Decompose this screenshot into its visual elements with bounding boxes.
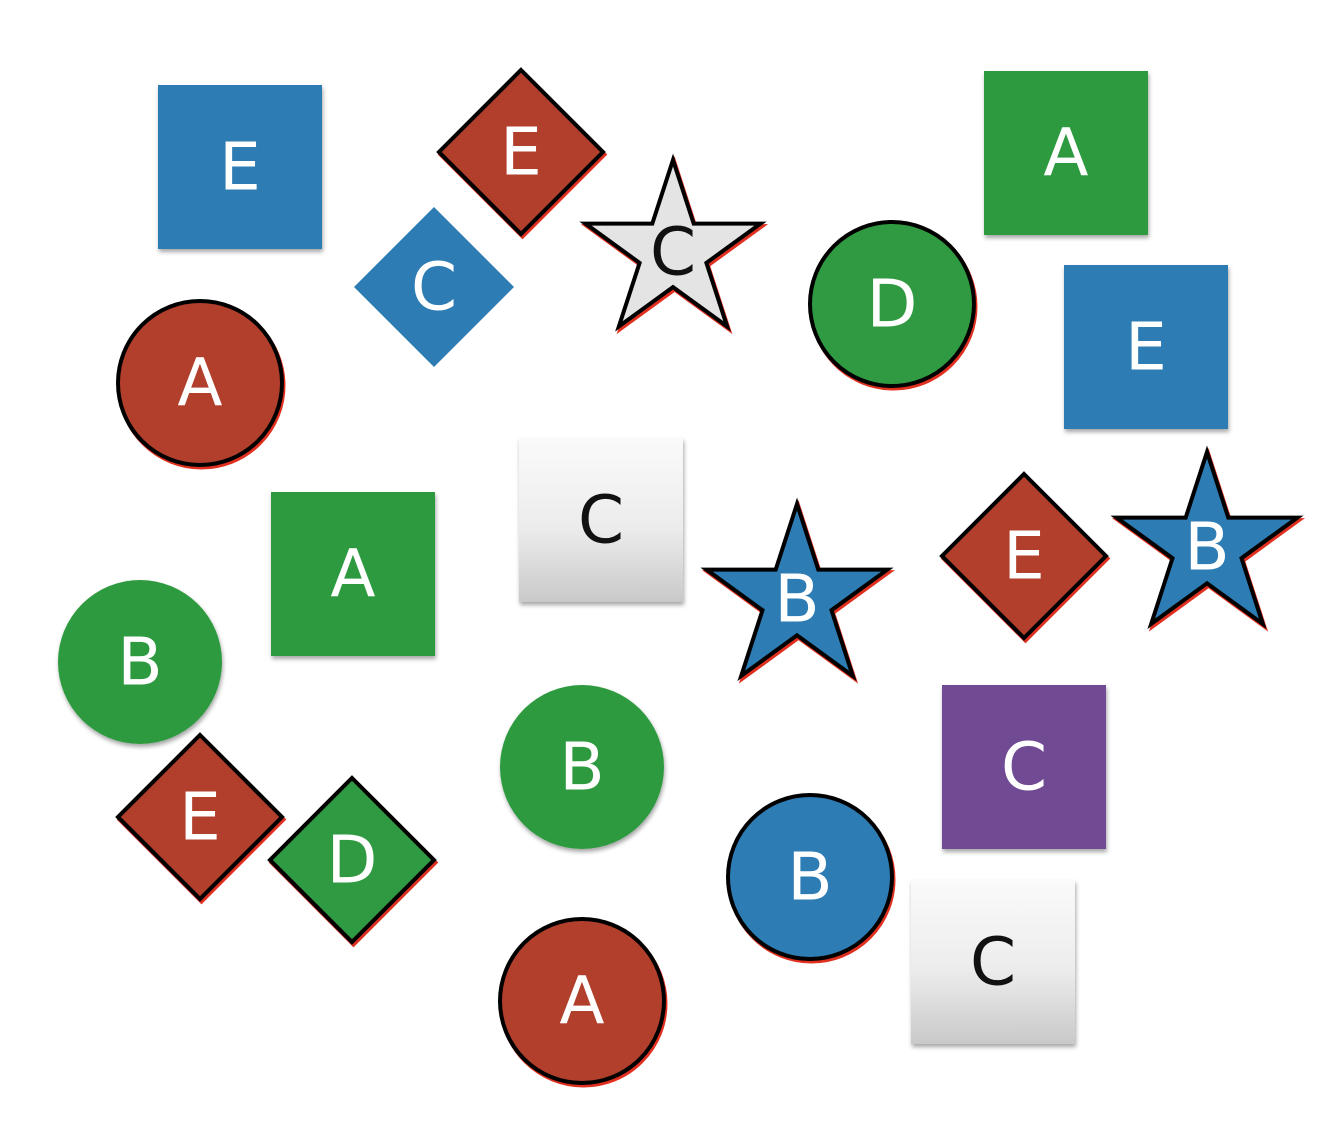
square-shape: A <box>984 71 1148 235</box>
diamond-shape: E <box>115 732 287 905</box>
star-body <box>1110 445 1304 630</box>
shape-label: D <box>867 266 918 343</box>
square-body <box>911 880 1075 1044</box>
square-body <box>942 685 1106 849</box>
square-shape: C <box>942 685 1106 849</box>
diamond-shape: E <box>436 67 608 240</box>
circle-body <box>116 299 284 467</box>
star-shape: B <box>700 497 896 684</box>
shape-label: E <box>179 779 221 856</box>
shape-label: A <box>559 963 604 1040</box>
diamond-body <box>939 471 1109 641</box>
diamond-shape: D <box>267 775 439 948</box>
star-body <box>579 153 767 332</box>
diamond-body <box>436 67 606 237</box>
star-shape: C <box>579 153 769 335</box>
square-shape: C <box>519 438 683 602</box>
star-shape: B <box>1110 445 1306 632</box>
shape-label: E <box>1125 309 1167 386</box>
star-body <box>700 497 894 682</box>
square-body <box>271 492 435 656</box>
circle-body <box>726 793 894 961</box>
circle-shape: B <box>500 685 664 849</box>
shape-label: B <box>787 839 832 916</box>
shape-label: B <box>117 624 162 701</box>
shape-label: C <box>411 249 457 326</box>
circle-shape: D <box>808 220 978 391</box>
diamond-shape: E <box>939 471 1111 644</box>
shape-label: E <box>219 129 261 206</box>
square-shape: A <box>271 492 435 656</box>
circle-body <box>58 580 222 744</box>
shape-label: B <box>774 561 819 638</box>
square-body <box>1064 265 1228 429</box>
square-shape: E <box>158 85 322 249</box>
square-body <box>158 85 322 249</box>
shape-label: C <box>970 924 1016 1001</box>
square-body <box>519 438 683 602</box>
shape-label: A <box>330 536 375 613</box>
shape-label: B <box>1184 509 1229 586</box>
circle-shape: B <box>58 580 222 744</box>
circle-shape: A <box>116 299 286 470</box>
circle-shape: B <box>726 793 896 964</box>
circle-body <box>500 685 664 849</box>
shape-label: C <box>578 482 624 559</box>
shape-label: A <box>177 345 222 422</box>
circle-shape: A <box>498 917 668 1088</box>
square-body <box>984 71 1148 235</box>
shape-label: D <box>327 822 378 899</box>
shape-label: E <box>500 114 542 191</box>
shape-label: C <box>650 214 696 291</box>
diamond-body <box>267 775 437 945</box>
shape-label: C <box>1001 729 1047 806</box>
shape-label: A <box>1043 115 1088 192</box>
diamond-body <box>354 207 514 367</box>
circle-body <box>808 220 976 388</box>
diamond-body <box>115 732 285 902</box>
square-shape: C <box>911 880 1075 1044</box>
square-shape: E <box>1064 265 1228 429</box>
shape-label: E <box>1003 518 1045 595</box>
shape-label: B <box>559 729 604 806</box>
circle-body <box>498 917 666 1085</box>
diamond-shape: C <box>354 207 514 367</box>
